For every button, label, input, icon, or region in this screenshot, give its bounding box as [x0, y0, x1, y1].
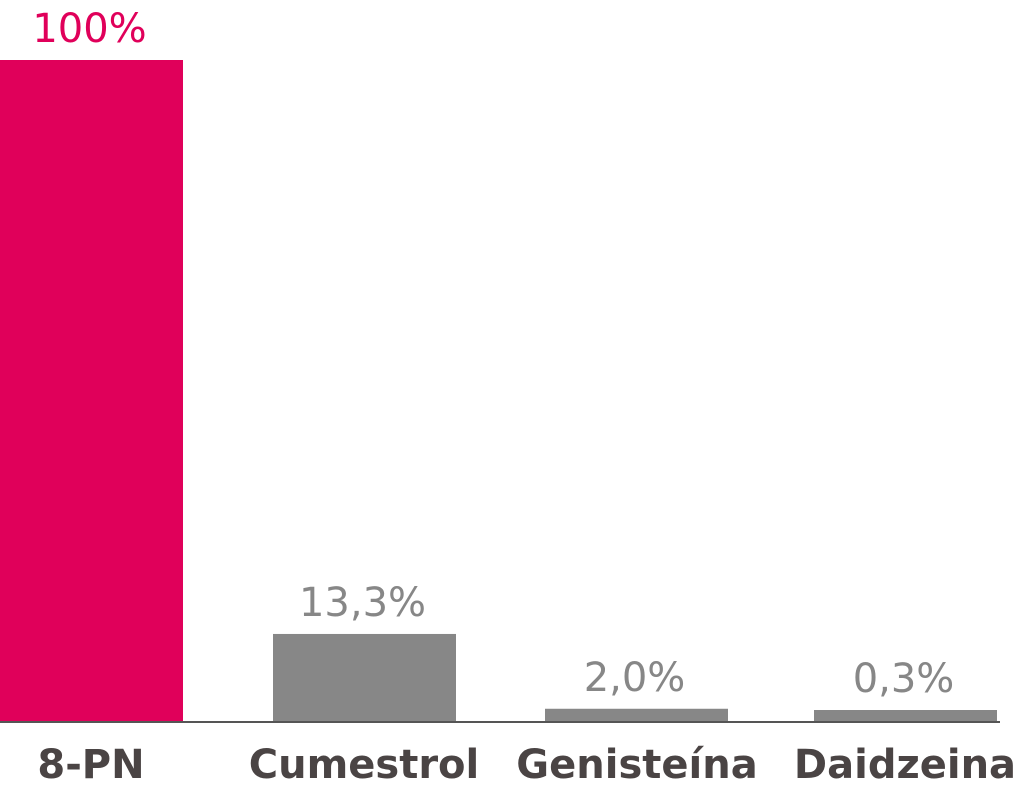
category-labels-group: 8-PN Cumestrol Genisteína Daidzeina: [37, 742, 1016, 788]
value-labels-group: 100% 13,3% 2,0% 0,3%: [32, 6, 954, 702]
category-label-2: Genisteína: [516, 742, 757, 788]
category-label-1: Cumestrol: [249, 742, 480, 788]
bar-3: [814, 710, 997, 722]
value-label-3: 0,3%: [853, 656, 955, 702]
category-label-3: Daidzeina: [794, 742, 1016, 788]
value-label-1: 13,3%: [299, 580, 426, 626]
value-label-2: 2,0%: [584, 655, 686, 701]
bar-2: [545, 708, 728, 722]
bar-1: [273, 633, 456, 722]
category-label-0: 8-PN: [37, 742, 144, 788]
value-label-0: 100%: [32, 6, 146, 52]
bars-group: [0, 60, 997, 722]
bar-0: [0, 60, 183, 722]
